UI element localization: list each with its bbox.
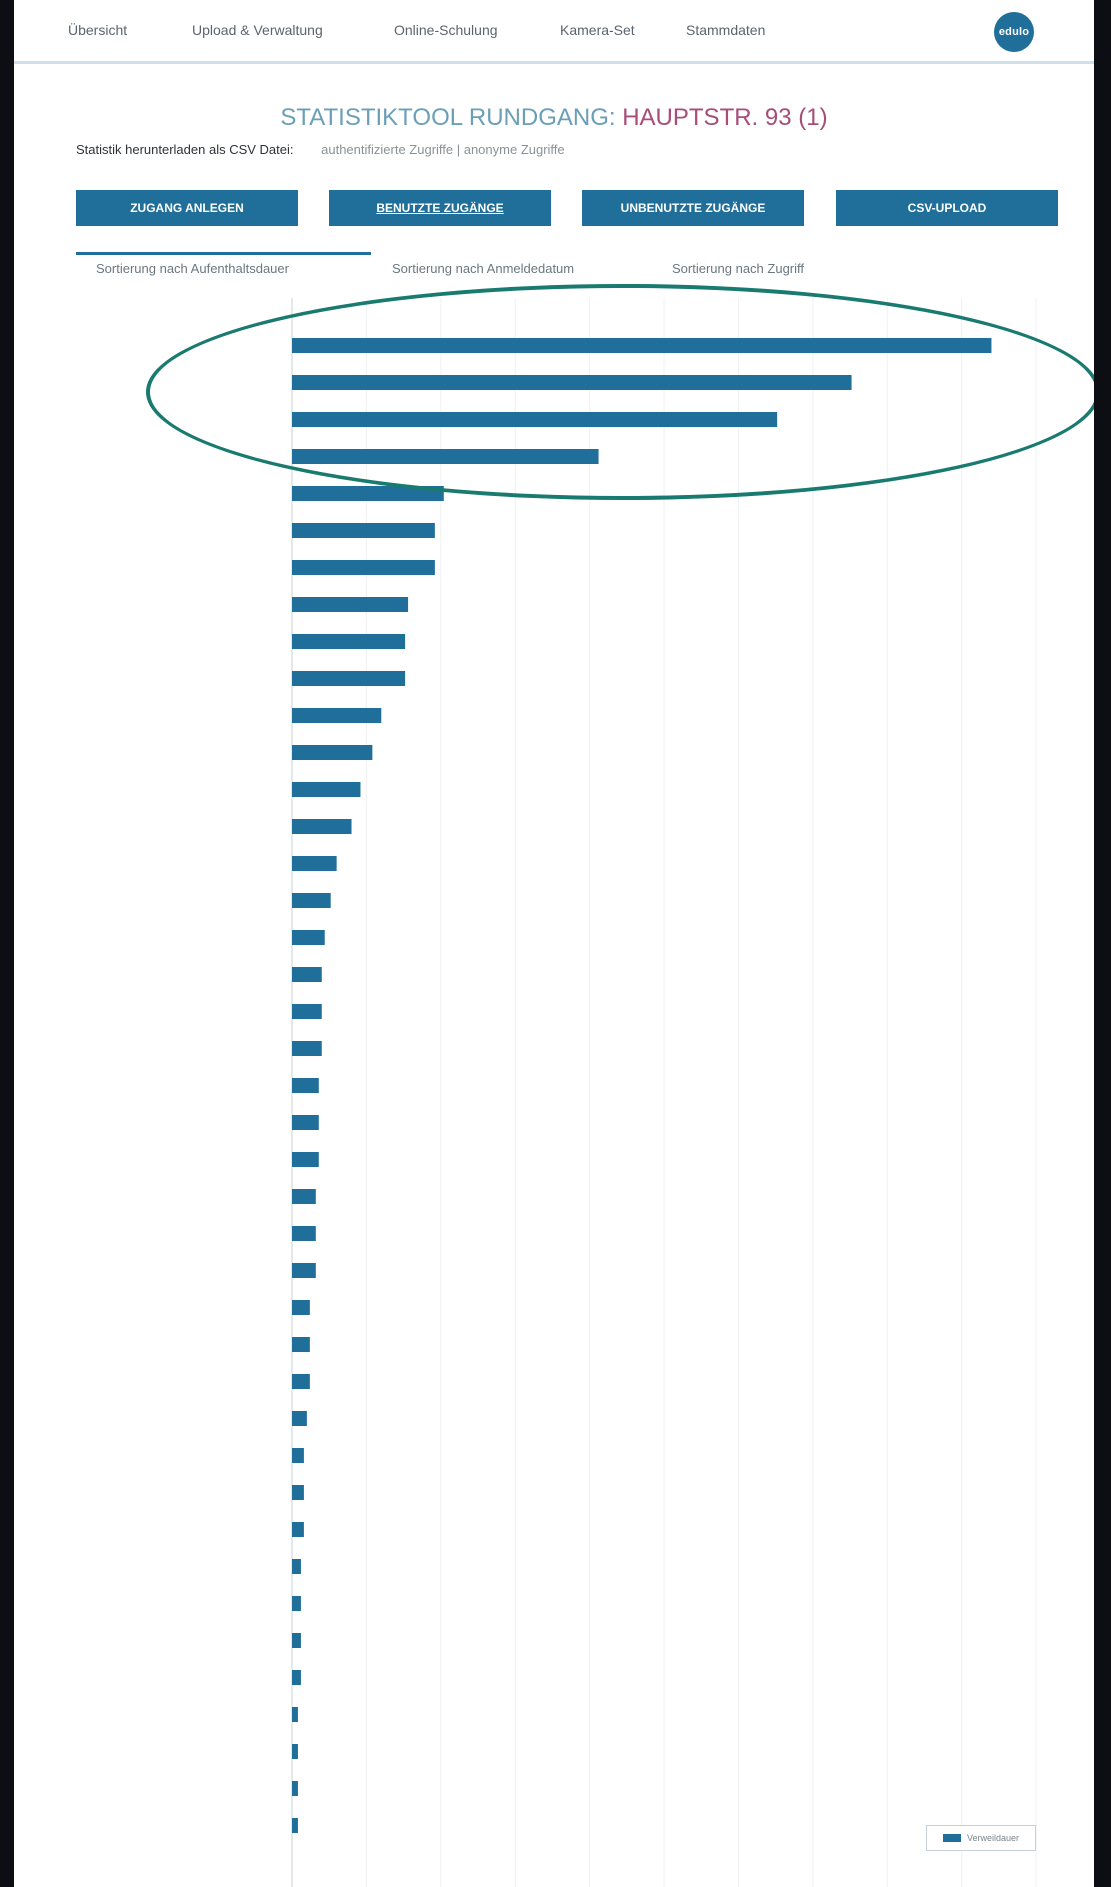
nav-item-uebersicht[interactable]: Übersicht: [68, 22, 128, 38]
bar-28[interactable]: [292, 1337, 310, 1352]
page-panel: Übersicht Upload & Verwaltung Online-Sch…: [14, 0, 1094, 1887]
bar-27[interactable]: [292, 1300, 310, 1315]
csv-download-links[interactable]: authentifizierte Zugriffe | anonyme Zugr…: [321, 142, 565, 157]
csv-label: Statistik herunterladen als CSV Datei:: [76, 142, 294, 157]
highlight-ellipse: [146, 284, 1094, 500]
top-navigation: Übersicht Upload & Verwaltung Online-Sch…: [14, 0, 1094, 64]
bar-25[interactable]: [292, 1226, 316, 1241]
bar-9[interactable]: [292, 634, 406, 649]
nav-item-online-schulung[interactable]: Online-Schulung: [394, 22, 498, 38]
bar-14[interactable]: [292, 819, 352, 834]
csv-upload-button-label: CSV-UPLOAD: [907, 201, 987, 215]
bar-11[interactable]: [292, 708, 382, 723]
legend-label: Verweildauer: [966, 1833, 1020, 1843]
bar-38[interactable]: [292, 1707, 298, 1722]
bar-7[interactable]: [292, 560, 435, 575]
bar-23[interactable]: [292, 1152, 319, 1167]
bar-12[interactable]: [292, 745, 373, 760]
nav-item-stammdaten[interactable]: Stammdaten: [686, 22, 766, 38]
bar-8[interactable]: [292, 597, 409, 612]
nav-item-kamera-set[interactable]: Kamera-Set: [560, 22, 635, 38]
bar-29[interactable]: [292, 1374, 310, 1389]
bar-16[interactable]: [292, 893, 331, 908]
used-accesses-button[interactable]: BENUTZTE ZUGÄNGE: [329, 190, 551, 226]
bar-30[interactable]: [292, 1411, 307, 1426]
bar-40[interactable]: [292, 1781, 298, 1796]
bar-21[interactable]: [292, 1078, 319, 1093]
unused-accesses-button[interactable]: UNBENUTZTE ZUGÄNGE: [582, 190, 804, 226]
tab-sort-registration-date[interactable]: Sortierung nach Anmeldedatum: [392, 261, 575, 276]
bar-34[interactable]: [292, 1559, 301, 1574]
bar-32[interactable]: [292, 1485, 304, 1500]
page-title-main: STATISTIKTOOL RUNDGANG:: [280, 104, 616, 131]
page-title: STATISTIKTOOL RUNDGANG: HAUPTSTR. 93 (1): [14, 104, 1094, 132]
tab-sort-duration[interactable]: Sortierung nach Aufenthaltsdauer: [96, 261, 289, 276]
bar-26[interactable]: [292, 1263, 316, 1278]
bar-20[interactable]: [292, 1041, 322, 1056]
bar-15[interactable]: [292, 856, 337, 871]
used-accesses-button-label: BENUTZTE ZUGÄNGE: [376, 201, 504, 215]
nav-item-upload-verwaltung[interactable]: Upload & Verwaltung: [192, 22, 323, 38]
bar-19[interactable]: [292, 1004, 322, 1019]
unused-accesses-button-label: UNBENUTZTE ZUGÄNGE: [620, 201, 766, 215]
csv-download-line: Statistik herunterladen als CSV Datei: a…: [76, 142, 565, 157]
bar-10[interactable]: [292, 671, 406, 686]
brand-logo[interactable]: edulo: [994, 12, 1034, 52]
bar-35[interactable]: [292, 1596, 301, 1611]
csv-upload-button[interactable]: CSV-UPLOAD: [836, 190, 1058, 226]
bar-33[interactable]: [292, 1522, 304, 1537]
bar-31[interactable]: [292, 1448, 304, 1463]
bar-chart: 0255075100125150175200225250: [291, 298, 1037, 1887]
create-access-button-label: ZUGANG ANLEGEN: [130, 201, 244, 215]
active-tab-indicator: [76, 252, 371, 255]
create-access-button[interactable]: ZUGANG ANLEGEN: [76, 190, 298, 226]
bar-41[interactable]: [292, 1818, 298, 1833]
bar-39[interactable]: [292, 1744, 298, 1759]
bar-6[interactable]: [292, 523, 435, 538]
bar-18[interactable]: [292, 967, 322, 982]
tab-sort-access[interactable]: Sortierung nach Zugriff: [672, 261, 804, 276]
bar-5[interactable]: [292, 486, 444, 501]
legend-swatch: [942, 1834, 961, 1842]
chart-area: 0255075100125150175200225250: [76, 288, 1076, 1887]
bar-22[interactable]: [292, 1115, 319, 1130]
bar-13[interactable]: [292, 782, 361, 797]
bar-36[interactable]: [292, 1633, 301, 1648]
bar-24[interactable]: [292, 1189, 316, 1204]
chart-legend[interactable]: Verweildauer: [926, 1825, 1036, 1851]
bar-17[interactable]: [292, 930, 325, 945]
bar-37[interactable]: [292, 1670, 301, 1685]
page-title-accent: HAUPTSTR. 93 (1): [622, 104, 828, 131]
